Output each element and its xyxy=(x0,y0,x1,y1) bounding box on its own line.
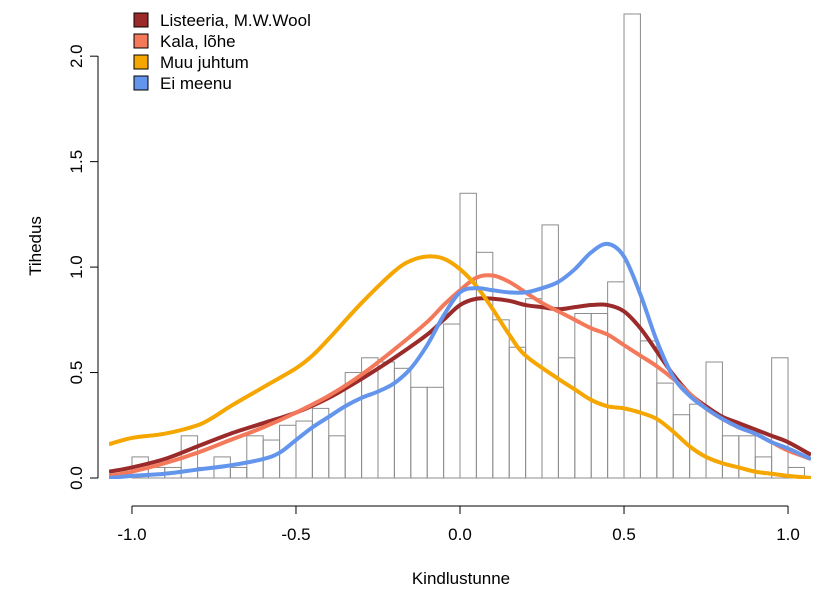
y-tick-label: 1.0 xyxy=(67,255,86,279)
legend: Listeeria, M.W.Wool Kala, lõhe Muu juhtum E… xyxy=(134,11,311,93)
histogram-bar xyxy=(378,362,394,478)
x-tick-label: -0.5 xyxy=(281,525,310,544)
histogram-bar xyxy=(558,358,574,478)
histogram-bar xyxy=(526,299,542,478)
histogram-bar xyxy=(230,467,246,478)
histogram-bar xyxy=(247,436,263,478)
x-axis-title: Kindlustunne xyxy=(412,569,510,588)
x-axis-ticks: -1.0 -0.5 0.0 0.5 1.0 xyxy=(117,506,800,544)
histogram-bar xyxy=(772,358,788,478)
histogram-bar xyxy=(509,347,525,478)
legend-label: Listeeria, M.W.Wool xyxy=(160,11,311,30)
legend-swatch xyxy=(134,34,148,48)
x-tick-label: 1.0 xyxy=(776,525,800,544)
y-axis-ticks: 0.0 0.5 1.0 1.5 2.0 xyxy=(67,44,98,489)
histogram-bar xyxy=(722,436,738,478)
legend-swatch xyxy=(134,13,148,27)
x-tick-label: 0.5 xyxy=(612,525,636,544)
histogram-bar xyxy=(411,387,427,478)
histogram-bar xyxy=(493,320,509,478)
legend-label: Kala, lõhe xyxy=(160,32,236,51)
y-tick-label: 0.0 xyxy=(67,466,86,490)
legend-label: Muu juhtum xyxy=(160,53,249,72)
histogram-bar xyxy=(444,324,460,478)
y-axis-title: Tihedus xyxy=(26,216,45,276)
histogram-bar xyxy=(690,404,706,478)
y-tick-label: 2.0 xyxy=(67,44,86,68)
x-tick-label: 0.0 xyxy=(448,525,472,544)
histogram-bar xyxy=(394,368,410,478)
histogram-bar xyxy=(542,225,558,478)
y-tick-label: 1.5 xyxy=(67,150,86,174)
histogram-bar xyxy=(427,387,443,478)
histogram-bar xyxy=(329,436,345,478)
axes xyxy=(98,56,788,506)
legend-swatch xyxy=(134,76,148,90)
histogram-bar xyxy=(591,313,607,478)
x-tick-label: -1.0 xyxy=(117,525,146,544)
histogram-bar xyxy=(460,193,476,478)
y-tick-label: 0.5 xyxy=(67,361,86,385)
legend-label: Ei meenu xyxy=(160,74,232,93)
legend-swatch xyxy=(134,55,148,69)
